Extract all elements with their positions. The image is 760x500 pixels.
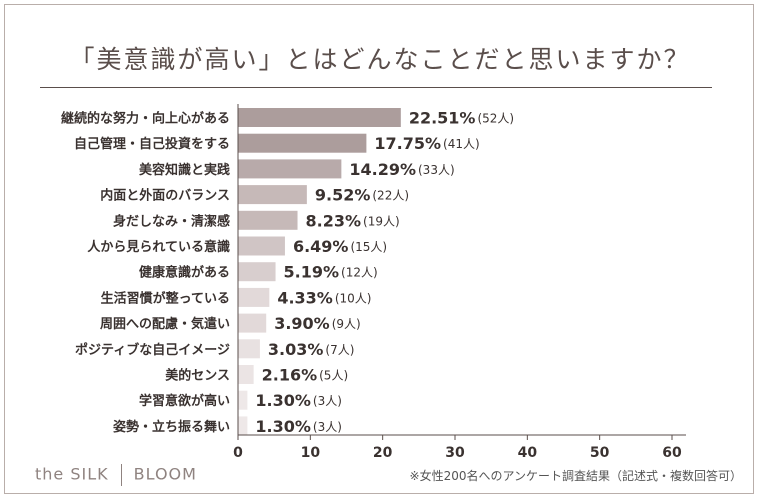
x-tick-label: 10 — [301, 445, 321, 461]
count-label: (15人) — [350, 240, 387, 254]
category-label: ポジティブな自己イメージ — [75, 342, 230, 358]
bar — [238, 262, 276, 282]
count-label: (5人) — [319, 369, 348, 383]
brand-separator — [120, 464, 122, 486]
value-label: 22.51% — [409, 109, 476, 128]
count-label: (3人) — [313, 420, 342, 434]
brand-logo: the SILK BLOOM — [35, 464, 197, 486]
category-label: 自己管理・自己投資をする — [74, 136, 230, 152]
chart-title: 「美意識が高い」とはどんなことだと思いますか？ — [69, 45, 691, 74]
count-label: (12人) — [341, 266, 378, 280]
bar — [238, 210, 298, 230]
bar — [238, 313, 267, 333]
x-tick-label: 40 — [518, 445, 538, 461]
value-label: 1.30% — [255, 391, 311, 410]
bar — [238, 236, 285, 256]
chart-frame — [4, 4, 754, 494]
x-tick-label: 0 — [233, 445, 243, 461]
value-label: 17.75% — [374, 134, 441, 153]
count-label: (7人) — [325, 343, 354, 357]
category-label: 内面と外面のバランス — [100, 188, 230, 204]
x-tick-label: 60 — [662, 445, 682, 461]
value-label: 5.19% — [284, 263, 340, 282]
bar — [238, 159, 342, 179]
category-label: 周囲への配慮・気遣い — [100, 316, 230, 332]
value-label: 14.29% — [349, 160, 416, 179]
title-underline — [40, 87, 712, 88]
bar — [238, 185, 307, 205]
brand-name-right: BLOOM — [133, 464, 197, 484]
count-label: (41人) — [443, 137, 480, 151]
value-label: 6.49% — [293, 237, 349, 256]
category-label: 学習意欲が高い — [139, 393, 230, 409]
survey-footnote: ※女性200名へのアンケート調査結果（記述式・複数回答可） — [409, 469, 742, 483]
value-label: 2.16% — [262, 366, 318, 385]
brand-name-left: the SILK — [35, 464, 109, 484]
category-label: 生活習慣が整っている — [101, 290, 230, 306]
category-label: 継続的な努力・向上心がある — [61, 111, 230, 127]
value-label: 3.90% — [274, 314, 330, 333]
value-label: 4.33% — [277, 288, 333, 307]
bar — [238, 133, 367, 153]
value-label: 3.03% — [268, 340, 324, 359]
value-label: 9.52% — [315, 186, 371, 205]
bar — [238, 287, 270, 307]
x-tick-label: 30 — [445, 445, 465, 461]
count-label: (10人) — [335, 291, 372, 305]
bar — [238, 339, 260, 359]
category-label: 美容知識と実践 — [139, 162, 230, 178]
bar — [238, 390, 248, 410]
count-label: (52人) — [477, 112, 514, 126]
bar — [238, 365, 254, 384]
x-tick-label: 20 — [373, 445, 393, 461]
bar — [238, 416, 248, 436]
value-label: 1.30% — [255, 417, 311, 436]
x-tick-label: 50 — [590, 445, 610, 461]
category-label: 健康意識がある — [139, 265, 230, 281]
value-label: 8.23% — [306, 211, 362, 230]
count-label: (33人) — [418, 163, 455, 177]
count-label: (22人) — [372, 189, 409, 203]
category-label: 美的センス — [165, 368, 230, 384]
count-label: (19人) — [363, 214, 400, 228]
category-label: 身だしなみ・清潔感 — [113, 213, 230, 229]
bar — [238, 108, 401, 127]
category-label: 姿勢・立ち振る舞い — [113, 419, 230, 435]
count-label: (3人) — [313, 394, 342, 408]
count-label: (9人) — [332, 317, 361, 331]
category-label: 人から見られている意識 — [87, 239, 230, 255]
